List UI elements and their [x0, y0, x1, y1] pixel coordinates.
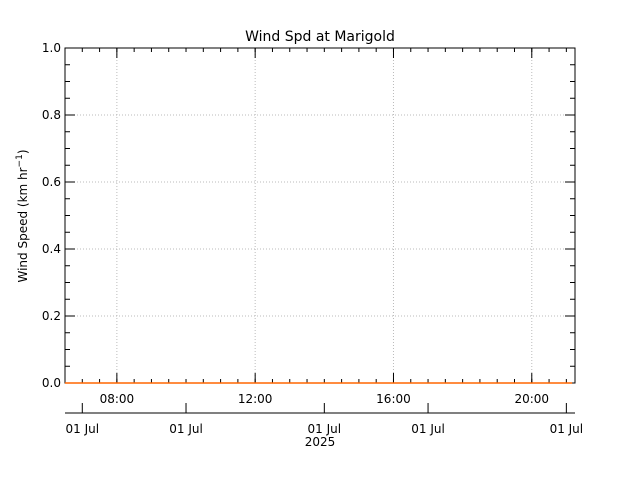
y-axis-label-sup: −1	[15, 154, 25, 167]
date-tick-label: 01 Jul	[66, 422, 100, 436]
plot-area: 0.0 0.2 0.4 0.6 0.8 1.0 08:00 12:00 16:00 20:00 01…	[42, 41, 583, 436]
y-axis-label-main: Wind Speed (km hr	[16, 167, 30, 282]
y-tick-label: 0.8	[42, 108, 61, 122]
date-tick-label: 01 Jul	[550, 422, 584, 436]
date-tick-label: 01 Jul	[169, 422, 203, 436]
y-tick-label: 0.2	[42, 309, 61, 323]
x-time-tick-label: 20:00	[514, 392, 549, 406]
y-tick-label: 0.6	[42, 175, 61, 189]
y-tick-label: 0.4	[42, 242, 61, 256]
plot-frame	[64, 47, 576, 384]
x-time-tick-label: 12:00	[238, 392, 273, 406]
y-tick-label: 0.0	[42, 376, 61, 390]
date-tick-label: 01 Jul	[411, 422, 445, 436]
date-tick-label: 01 Jul	[308, 422, 342, 436]
y-axis-label-close: )	[16, 149, 30, 154]
chart-title: Wind Spd at Marigold	[245, 29, 395, 45]
x-time-tick-label: 08:00	[100, 392, 135, 406]
year-label: 2025	[305, 435, 336, 449]
y-axis-label: Wind Speed (km hr−1)	[15, 149, 30, 282]
y-tick-label: 1.0	[42, 41, 61, 55]
x-time-tick-label: 16:00	[376, 392, 411, 406]
